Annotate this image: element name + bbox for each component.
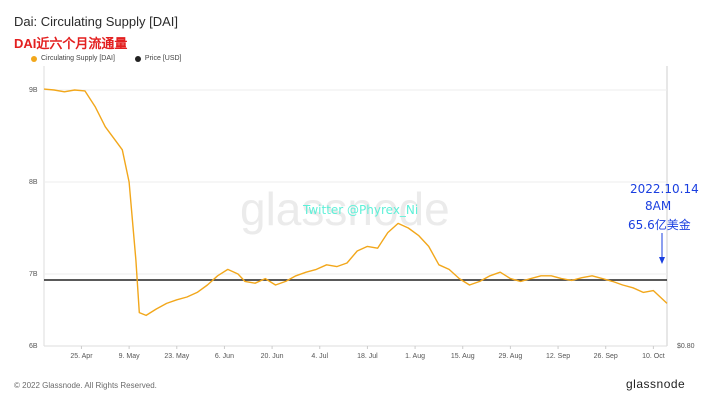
legend-item-price[interactable]: Price [USD] [134,55,182,62]
y-tick-label: 6B [29,343,38,350]
x-tick-label: 4. Jul [311,353,328,360]
legend-dot-icon [134,55,141,62]
series-layer [43,88,668,317]
supply-line-series [43,88,668,317]
brand-logo: glassnode [626,377,686,391]
annotation-date: 2022.10.14 [630,182,699,196]
y-tick-label: 8B [29,179,38,186]
x-tick-label: 12. Sep [546,353,570,360]
x-tick-label: 25. Apr [70,353,93,360]
legend-item-supply[interactable]: Circulating Supply [DAI] [31,55,115,62]
x-tick-label: 15. Aug [451,353,475,360]
x-tick-label: 26. Sep [594,353,618,360]
watermark-text: glassnode [240,183,450,235]
x-tick-layer: 25. Apr 9. May 23. May 6. Jun 20. Jun 4. Jul 1… [70,346,665,360]
y-tick-label: 7B [29,271,38,278]
x-tick-label: 1. Aug [405,353,425,360]
annotation-arrow-icon [659,257,665,264]
legend-label-supply: Circulating Supply [DAI] [41,55,115,62]
x-tick-label: 9. May [119,353,141,360]
chart-title: Dai: Circulating Supply [DAI] [14,14,179,29]
x-tick-label: 29. Aug [499,353,523,360]
grid-layer [43,66,668,347]
copyright-text: © 2022 Glassnode. All Rights Reserved. [14,381,157,390]
annotation-time: 8AM [645,199,671,213]
chart-subtitle: DAI近六个月流通量 [14,36,128,51]
x-tick-label: 20. Jun [261,353,284,360]
legend: Circulating Supply [DAI] Price [USD] [31,55,181,62]
x-tick-label: 6. Jun [215,353,234,360]
twitter-handle-text: Twitter @Phyrex_Ni [302,203,418,217]
legend-dot-icon [31,55,37,62]
x-tick-label: 18. Jul [357,353,378,360]
y-tick-label: 9B [29,87,38,94]
y-tick-layer: 6B 7B 8B 9B $0.80 [29,87,695,350]
x-tick-label: 23. May [164,353,189,360]
annotation-amount: 65.6亿美金 [628,217,691,232]
x-tick-label: 10. Oct [642,353,665,360]
legend-label-price: Price [USD] [144,55,182,62]
y-right-tick-label: $0.80 [677,343,695,350]
